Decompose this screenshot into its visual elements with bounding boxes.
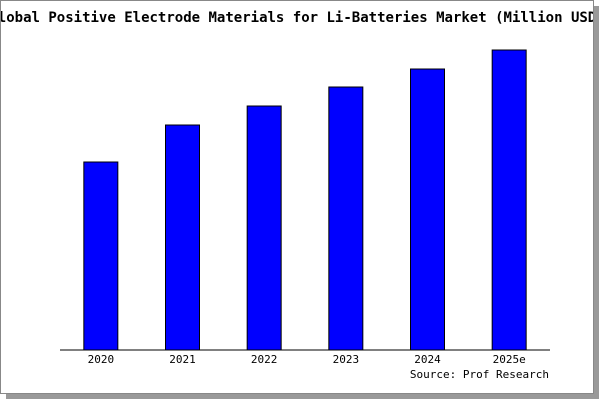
- bar: [491, 49, 527, 351]
- bar: [328, 86, 364, 351]
- x-tick-label: 2020: [88, 353, 115, 366]
- x-tick-label: 2024: [414, 353, 441, 366]
- x-tick-label: 2021: [169, 353, 196, 366]
- bar: [165, 124, 200, 351]
- bar: [246, 105, 282, 351]
- bar: [410, 68, 445, 351]
- chart-title: Global Positive Electrode Materials for …: [0, 10, 600, 26]
- x-tick-label: 2025e: [493, 353, 526, 366]
- plot: Global Positive Electrode Materials for …: [0, 10, 600, 381]
- x-tick-label: 2022: [251, 353, 278, 366]
- bar: [83, 161, 119, 351]
- source-note: Source: Prof Research: [410, 368, 549, 381]
- x-tick-label: 2023: [333, 353, 360, 366]
